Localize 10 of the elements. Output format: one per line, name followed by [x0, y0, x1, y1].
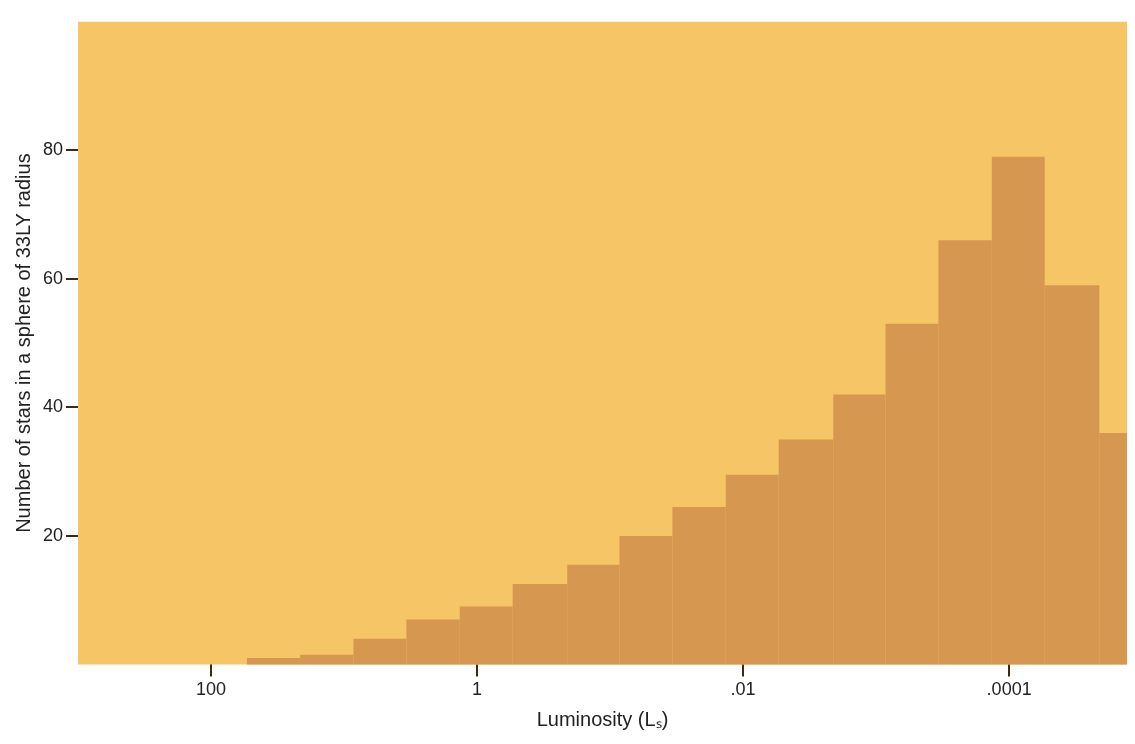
y-tick-label: 40 [42, 396, 64, 417]
y-tick-label: 80 [42, 139, 64, 160]
x-tick-label: .0001 [986, 679, 1032, 700]
x-tick-label: .01 [730, 679, 756, 700]
x-axis-title: Luminosity (Lₛ) [536, 707, 669, 730]
x-tick-label: 1 [472, 679, 483, 700]
y-axis-title: Number of stars in a sphere of 33LY radius [11, 153, 34, 533]
y-tick-label: 20 [42, 524, 64, 545]
y-tick-label: 60 [42, 267, 64, 288]
x-tick-label: 100 [196, 679, 227, 700]
